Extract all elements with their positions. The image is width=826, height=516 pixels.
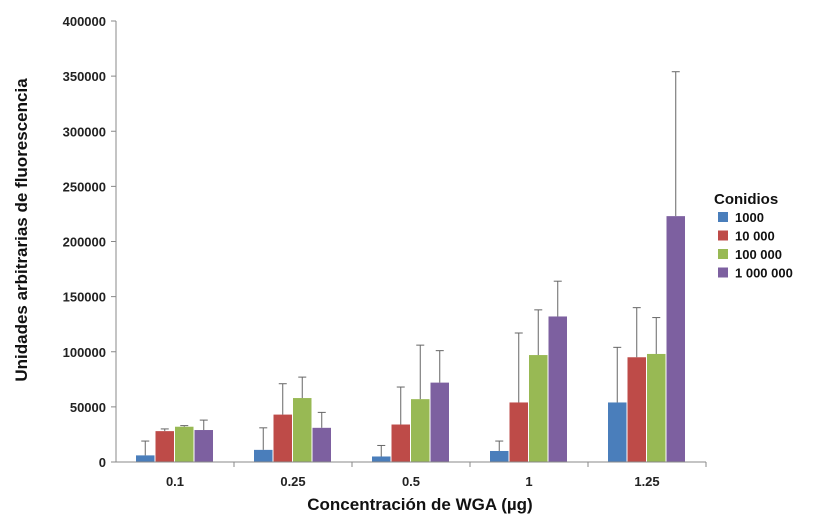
- bar: [647, 353, 666, 462]
- legend-swatch: [718, 230, 728, 241]
- legend-label: 1000: [735, 210, 764, 225]
- legend-label: 10 000: [735, 229, 775, 244]
- bar: [411, 399, 430, 462]
- bar: [509, 402, 528, 462]
- y-tick-label: 50000: [70, 400, 106, 415]
- bar: [666, 216, 685, 462]
- bar: [254, 449, 273, 462]
- x-tick-label: 1.25: [634, 474, 659, 489]
- y-tick-label: 400000: [63, 14, 106, 29]
- bar: [312, 427, 331, 462]
- y-tick-label: 200000: [63, 235, 106, 250]
- y-tick-label: 150000: [63, 290, 106, 305]
- y-tick-label: 350000: [63, 69, 106, 84]
- bar: [391, 424, 410, 462]
- y-tick-label: 100000: [63, 345, 106, 360]
- bar: [430, 382, 449, 462]
- x-tick-label: 1: [525, 474, 532, 489]
- legend-label: 100 000: [735, 247, 782, 262]
- bar: [548, 316, 567, 462]
- legend-swatch: [718, 267, 728, 278]
- legend: Conidios 1000 10 000 100 000 1 000 000: [714, 191, 793, 281]
- legend-swatch: [718, 249, 728, 259]
- bar: [136, 455, 155, 462]
- x-tick-label: 0.25: [280, 474, 305, 489]
- x-tick-label: 0.5: [402, 474, 420, 489]
- bar: [175, 426, 194, 462]
- bar: [273, 414, 292, 462]
- y-tick-label: 250000: [63, 179, 106, 194]
- y-axis-ticks: 0 50000 100000 150000 200000 250000 300000 3500…: [63, 14, 116, 470]
- bar: [627, 357, 646, 462]
- bar: [293, 398, 312, 462]
- x-axis-title: Concentración de WGA (µg): [307, 495, 532, 514]
- y-tick-label: 300000: [63, 124, 106, 139]
- legend-title: Conidios: [714, 191, 778, 208]
- x-tick-label: 0.1: [166, 474, 184, 489]
- bar: [490, 450, 509, 462]
- bar: [608, 402, 627, 462]
- bar: [529, 355, 548, 462]
- bar: [155, 431, 174, 462]
- chart-bars: [136, 71, 685, 462]
- bar: [194, 430, 213, 462]
- bar: [372, 456, 391, 462]
- y-axis-title: Unidades arbitrarias de fluorescencia: [12, 78, 31, 382]
- y-tick-label: 0: [99, 455, 106, 470]
- x-axis-ticks: 0.1 0.25 0.5 1 1.25: [166, 462, 707, 489]
- legend-swatch: [718, 212, 728, 222]
- legend-label: 1 000 000: [735, 266, 793, 281]
